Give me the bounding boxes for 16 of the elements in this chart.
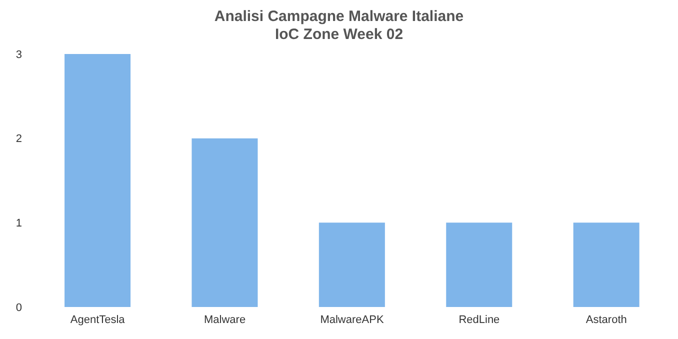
- bar: [446, 222, 512, 307]
- chart-title: Analisi Campagne Malware Italiane: [213, 8, 465, 26]
- y-tick-label: 3: [16, 48, 22, 61]
- x-tick-label: AgentTesla: [70, 314, 126, 326]
- bar: [64, 54, 131, 307]
- x-tick-label: Astaroth: [586, 314, 627, 326]
- bar: [318, 222, 385, 307]
- y-tick-label: 2: [16, 133, 22, 146]
- y-tick-label: 1: [16, 218, 22, 230]
- x-tick-label: Malware: [204, 314, 246, 326]
- chart-subtitle: IoC Zone Week 02: [274, 26, 404, 44]
- y-tick-label: 0: [16, 302, 22, 314]
- x-tick-label: MalwareAPK: [320, 314, 384, 326]
- x-tick-label: RedLine: [458, 314, 500, 326]
- bar: [192, 138, 258, 307]
- bar: [573, 222, 640, 307]
